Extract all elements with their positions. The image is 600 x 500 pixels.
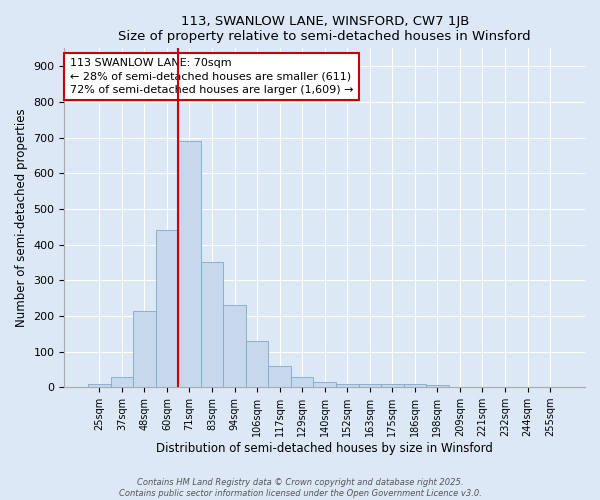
Bar	[133, 310, 155, 387]
Bar	[246, 341, 268, 387]
Bar	[88, 384, 110, 387]
Bar	[449, 386, 471, 387]
Text: 113 SWANLOW LANE: 70sqm
← 28% of semi-detached houses are smaller (611)
72% of s: 113 SWANLOW LANE: 70sqm ← 28% of semi-de…	[70, 58, 353, 95]
Bar	[223, 305, 246, 387]
Bar	[291, 377, 313, 387]
Bar	[110, 377, 133, 387]
Bar	[268, 366, 291, 387]
Bar	[155, 230, 178, 387]
Bar	[359, 384, 381, 387]
Bar	[381, 384, 404, 387]
Bar	[178, 141, 201, 387]
Bar	[201, 262, 223, 387]
Y-axis label: Number of semi-detached properties: Number of semi-detached properties	[15, 108, 28, 327]
Text: Contains HM Land Registry data © Crown copyright and database right 2025.
Contai: Contains HM Land Registry data © Crown c…	[119, 478, 481, 498]
Bar	[313, 382, 336, 387]
Bar	[404, 384, 426, 387]
X-axis label: Distribution of semi-detached houses by size in Winsford: Distribution of semi-detached houses by …	[156, 442, 493, 455]
Title: 113, SWANLOW LANE, WINSFORD, CW7 1JB
Size of property relative to semi-detached : 113, SWANLOW LANE, WINSFORD, CW7 1JB Siz…	[118, 15, 531, 43]
Bar	[426, 386, 449, 387]
Bar	[336, 384, 359, 387]
